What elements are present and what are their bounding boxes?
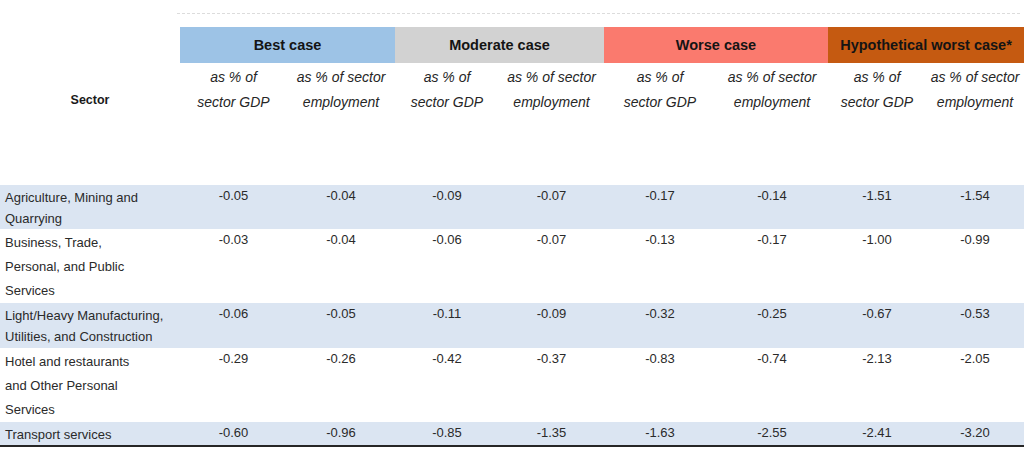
total-row: TOTAL -0.08-0.12-0.13-0.19-0.31-0.40-1.0… bbox=[0, 446, 1024, 451]
total-value-cell: -0.08 bbox=[180, 446, 287, 451]
value-cell: -2.55 bbox=[716, 422, 828, 446]
table-row: Hotel and restaurantsand Other PersonalS… bbox=[0, 348, 1024, 422]
value-cell: -0.04 bbox=[287, 229, 395, 303]
value-cell: -0.74 bbox=[716, 348, 828, 422]
table-body: Agriculture, Mining andQuarrying-0.05-0.… bbox=[0, 185, 1024, 446]
case-header-row: Sector Best caseModerate caseWorse caseH… bbox=[0, 27, 1024, 63]
value-cell: -0.07 bbox=[499, 229, 604, 303]
value-cell: -0.99 bbox=[926, 229, 1024, 303]
value-cell: -0.53 bbox=[926, 303, 1024, 348]
metric-header-hypothetical-worst-employment: as % of sectoremployment bbox=[926, 63, 1024, 115]
total-value-cell: -1.02 bbox=[828, 446, 926, 451]
case-group-header-best: Best case bbox=[180, 27, 395, 63]
value-cell: -0.42 bbox=[395, 348, 499, 422]
sector-cell: Business, Trade,Personal, and PublicServ… bbox=[0, 229, 180, 303]
sector-cell: Agriculture, Mining andQuarrying bbox=[0, 185, 180, 229]
value-cell: -1.63 bbox=[604, 422, 716, 446]
total-value-cell: -0.12 bbox=[287, 446, 395, 451]
value-cell: -0.67 bbox=[828, 303, 926, 348]
total-label: TOTAL bbox=[0, 446, 180, 451]
total-value-cell: -0.13 bbox=[395, 446, 499, 451]
value-cell: -0.37 bbox=[499, 348, 604, 422]
metric-header-moderate-gdp: as % ofsector GDP bbox=[395, 63, 499, 115]
value-cell: -0.29 bbox=[180, 348, 287, 422]
case-group-header-moderate: Moderate case bbox=[395, 27, 604, 63]
sector-cell: Light/Heavy Manufacturing,Utilities, and… bbox=[0, 303, 180, 348]
value-cell: -0.03 bbox=[180, 229, 287, 303]
value-cell: -0.09 bbox=[395, 185, 499, 229]
value-cell: -0.17 bbox=[716, 229, 828, 303]
value-cell: -0.96 bbox=[287, 422, 395, 446]
value-cell: -0.13 bbox=[604, 229, 716, 303]
value-cell: -0.07 bbox=[499, 185, 604, 229]
sector-cell: Hotel and restaurantsand Other PersonalS… bbox=[0, 348, 180, 422]
value-cell: -0.25 bbox=[716, 303, 828, 348]
metric-header-worse-employment: as % of sectoremployment bbox=[716, 63, 828, 115]
value-cell: -0.85 bbox=[395, 422, 499, 446]
value-cell: -0.11 bbox=[395, 303, 499, 348]
table-row: Agriculture, Mining andQuarrying-0.05-0.… bbox=[0, 185, 1024, 229]
value-cell: -1.35 bbox=[499, 422, 604, 446]
value-cell: -2.05 bbox=[926, 348, 1024, 422]
value-cell: -0.60 bbox=[180, 422, 287, 446]
value-cell: -0.26 bbox=[287, 348, 395, 422]
value-cell: -3.20 bbox=[926, 422, 1024, 446]
value-cell: -1.54 bbox=[926, 185, 1024, 229]
total-value-cell: -0.40 bbox=[716, 446, 828, 451]
table-top-rule bbox=[177, 13, 1020, 14]
value-cell: -0.17 bbox=[604, 185, 716, 229]
table-row: Business, Trade,Personal, and PublicServ… bbox=[0, 229, 1024, 303]
scenario-impact-table-page: Sector Best caseModerate caseWorse caseH… bbox=[0, 0, 1024, 451]
case-group-header-worse: Worse case bbox=[604, 27, 828, 63]
value-cell: -0.06 bbox=[180, 303, 287, 348]
value-cell: -0.83 bbox=[604, 348, 716, 422]
value-cell: -0.09 bbox=[499, 303, 604, 348]
metric-header-moderate-employment: as % of sectoremployment bbox=[499, 63, 604, 115]
metric-header-best-gdp: as % ofsector GDP bbox=[180, 63, 287, 115]
value-cell: -0.05 bbox=[287, 303, 395, 348]
value-cell: -1.00 bbox=[828, 229, 926, 303]
value-cell: -0.32 bbox=[604, 303, 716, 348]
impact-table: Sector Best caseModerate caseWorse caseH… bbox=[0, 27, 1024, 451]
sector-column-header: Sector bbox=[0, 27, 180, 115]
total-value-cell: -0.19 bbox=[499, 446, 604, 451]
value-cell: -0.05 bbox=[180, 185, 287, 229]
metric-header-hypothetical-worst-gdp: as % ofsector GDP bbox=[828, 63, 926, 115]
value-cell: -0.04 bbox=[287, 185, 395, 229]
table-row: Light/Heavy Manufacturing,Utilities, and… bbox=[0, 303, 1024, 348]
sector-cell: Transport services bbox=[0, 422, 180, 446]
table-row: Transport services-0.60-0.96-0.85-1.35-1… bbox=[0, 422, 1024, 446]
metric-header-best-employment: as % of sectoremployment bbox=[287, 63, 395, 115]
value-cell: -2.41 bbox=[828, 422, 926, 446]
case-group-header-hypothetical-worst: Hypothetical worst case* bbox=[828, 27, 1024, 63]
value-cell: -0.14 bbox=[716, 185, 828, 229]
total-value-cell: -1.19 bbox=[926, 446, 1024, 451]
total-value-cell: -0.31 bbox=[604, 446, 716, 451]
metric-header-worse-gdp: as % ofsector GDP bbox=[604, 63, 716, 115]
value-cell: -0.06 bbox=[395, 229, 499, 303]
value-cell: -2.13 bbox=[828, 348, 926, 422]
header-spacer bbox=[0, 115, 1024, 185]
value-cell: -1.51 bbox=[828, 185, 926, 229]
